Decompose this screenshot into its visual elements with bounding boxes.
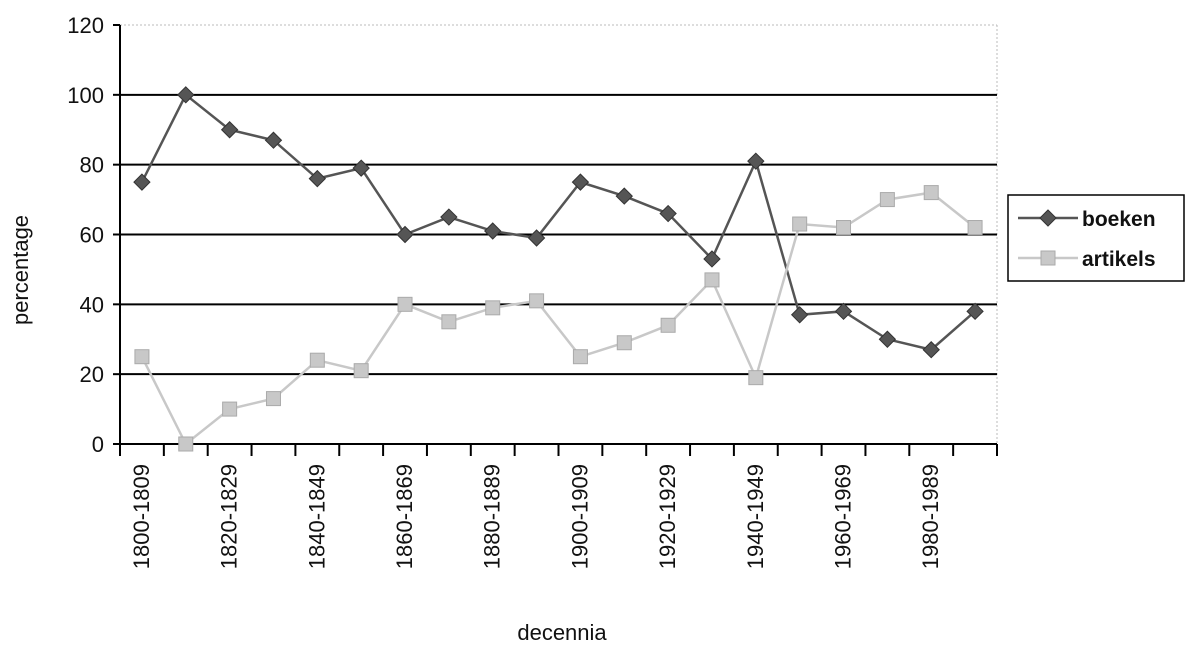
y-axis-title: percentage [8,215,33,325]
data-point-artikels [967,220,983,236]
data-point-artikels [222,401,238,417]
x-tick-label: 1980-1989 [918,464,943,569]
y-tick-labels: 0 20 40 60 80 100 120 [67,13,104,457]
x-tick-label: 1820-1829 [217,464,242,569]
data-point-artikels [485,300,501,316]
legend-marker-artikels [1040,250,1056,266]
axes [113,24,998,456]
data-point-boeken [484,222,502,240]
data-point-boeken [790,306,809,324]
y-tick-label: 80 [80,153,104,178]
x-tick-label: 1940-1949 [743,464,768,569]
data-point-artikels [616,335,632,351]
data-point-boeken [264,131,283,149]
y-tick-label: 120 [67,13,104,38]
data-point-boeken [922,341,940,359]
data-point-artikels [441,314,457,330]
data-point-boeken [834,302,853,321]
data-point-artikels [529,293,545,309]
data-point-artikels [353,363,369,379]
data-point-artikels [134,349,150,365]
data-point-boeken [878,330,897,348]
data-point-artikels [178,436,194,452]
legend-label-boeken: boeken [1082,208,1156,231]
data-point-artikels [660,317,676,333]
x-tick-label: 1900-1909 [567,464,592,569]
legend-item-artikels: artikels [1018,248,1156,271]
x-axis-title: decennia [517,620,607,645]
x-tick-label: 1960-1969 [831,464,856,569]
data-point-boeken [352,159,370,177]
data-point-boeken [396,225,414,244]
legend-label-artikels: artikels [1082,248,1156,271]
legend: boeken artikels [1007,194,1185,282]
data-point-boeken [177,86,195,104]
series-lines [133,86,984,452]
y-tick-label: 20 [80,362,104,387]
y-tick-label: 0 [92,432,104,457]
data-point-boeken [966,302,984,321]
data-point-boeken [220,121,239,139]
y-tick-label: 40 [80,292,104,317]
gridlines [120,24,998,444]
data-point-boeken [615,187,633,205]
legend-item-boeken: boeken [1018,208,1156,231]
x-tick-label: 1880-1889 [480,464,505,569]
series-boeken [133,86,984,359]
data-point-boeken [571,173,590,191]
data-point-artikels [704,272,720,288]
data-point-artikels [923,185,939,201]
legend-marker-boeken [1039,209,1057,227]
data-point-boeken [527,229,546,247]
data-point-artikels [572,349,588,365]
legend-box [1007,194,1185,282]
data-point-boeken [440,208,458,226]
data-point-boeken [133,173,151,191]
data-point-artikels [836,220,852,236]
x-tick-label: 1920-1929 [655,464,680,569]
x-tick-label: 1840-1849 [304,464,329,569]
data-point-artikels [397,296,413,312]
data-point-artikels [879,192,895,208]
data-point-artikels [748,370,764,386]
data-point-boeken [703,250,721,268]
data-point-artikels [309,352,325,368]
data-point-artikels [792,216,808,232]
data-point-boeken [747,152,765,170]
series-artikels [134,185,983,452]
x-tick-labels: 1800-1809 1820-1829 1840-1849 1860-1869 1880… [129,464,943,569]
data-point-boeken [308,169,327,188]
x-tick-label: 1860-1869 [392,464,417,569]
data-point-boeken [659,204,677,223]
y-tick-label: 100 [67,83,104,108]
x-tick-label: 1800-1809 [129,464,154,569]
data-point-artikels [265,391,281,407]
y-tick-label: 60 [80,223,104,248]
